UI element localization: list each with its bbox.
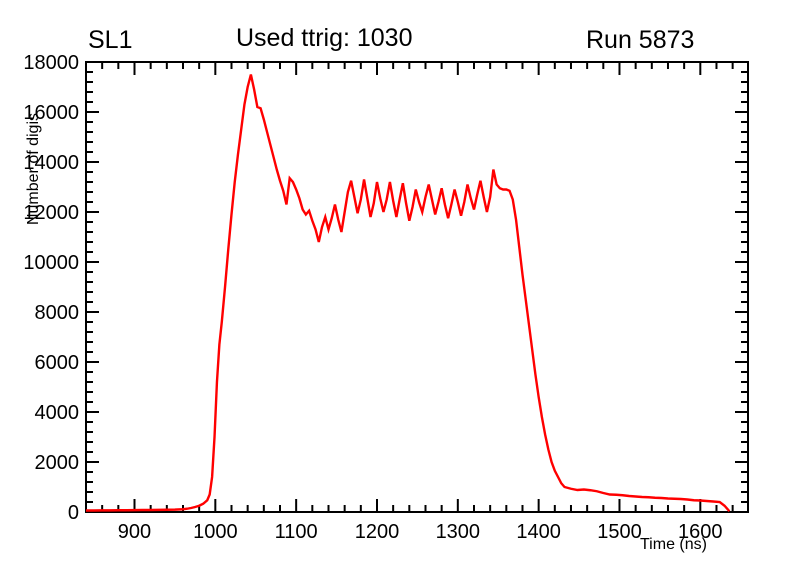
plot-frame — [85, 61, 749, 513]
svg-text:4000: 4000 — [35, 402, 80, 424]
svg-text:1300: 1300 — [436, 521, 481, 543]
title-left-sl: SL1 — [88, 26, 133, 54]
svg-text:1600: 1600 — [678, 521, 723, 543]
svg-text:900: 900 — [118, 521, 151, 543]
x-tick-labels: 900 1000 1100 1200 1300 1400 1500 1600 — [118, 521, 723, 543]
svg-text:1000: 1000 — [193, 521, 238, 543]
svg-text:2000: 2000 — [35, 452, 80, 474]
svg-text:0: 0 — [68, 502, 79, 524]
y-axis-ticks — [86, 61, 748, 513]
svg-text:1500: 1500 — [597, 521, 642, 543]
svg-text:14000: 14000 — [23, 152, 79, 174]
x-axis-ticks — [85, 62, 734, 512]
svg-text:16000: 16000 — [23, 102, 79, 124]
svg-text:18000: 18000 — [23, 52, 79, 74]
svg-text:1200: 1200 — [355, 521, 400, 543]
title-center-ttrig: Used ttrig: 1030 — [236, 24, 413, 52]
svg-text:1400: 1400 — [516, 521, 561, 543]
svg-text:10000: 10000 — [23, 252, 79, 274]
svg-text:12000: 12000 — [23, 202, 79, 224]
y-tick-labels: 0 2000 4000 6000 8000 10000 12000 14000 16000 180… — [23, 52, 79, 524]
svg-text:1100: 1100 — [275, 521, 318, 543]
data-series-line — [86, 74, 731, 513]
svg-text:6000: 6000 — [35, 352, 80, 374]
svg-text:8000: 8000 — [35, 302, 80, 324]
title-right-run: Run 5873 — [586, 26, 695, 54]
x-axis-label: Time (ns) — [640, 536, 707, 553]
